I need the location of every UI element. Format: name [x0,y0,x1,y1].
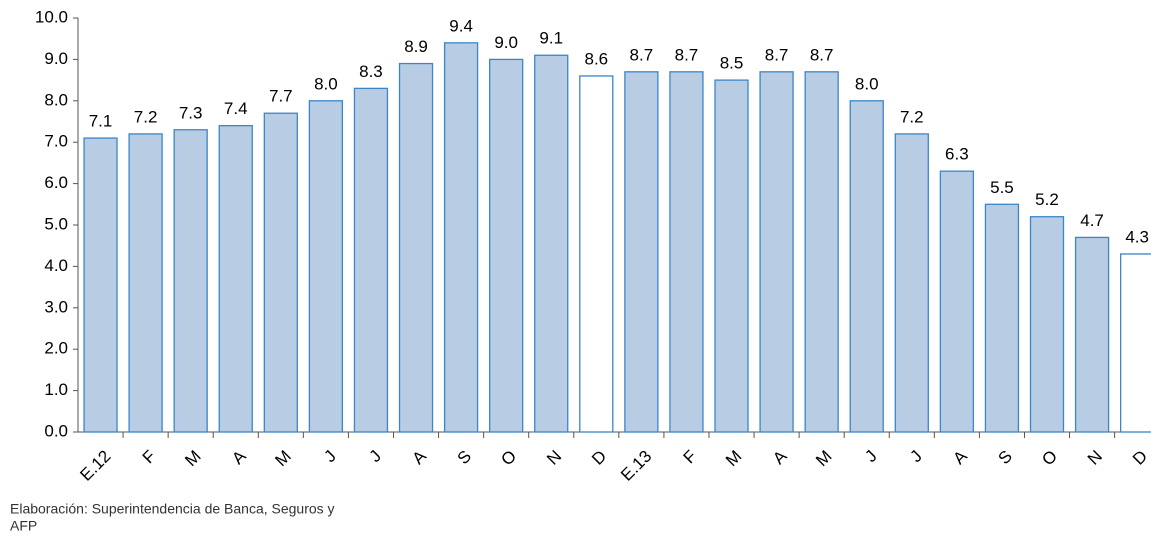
value-label: 4.3 [1125,227,1149,246]
bar [173,129,208,433]
bar [669,71,704,433]
value-label: 7.4 [224,99,248,118]
bar [443,42,479,433]
bar [398,62,434,433]
value-label: 8.6 [584,49,608,68]
value-label: 7.1 [89,112,113,131]
source-text: Elaboración: Superintendencia de Banca, … [10,501,335,517]
y-tick-label: 9.0 [44,49,68,68]
value-label: 7.2 [134,107,158,126]
x-tick-label: J [320,447,339,466]
bar [489,58,524,433]
y-tick-label: 5.0 [44,214,68,233]
x-tick-label: M [181,447,204,470]
bar [83,137,118,433]
y-tick-label: 6.0 [44,173,68,192]
y-tick-label: 10.0 [35,7,68,26]
bar [984,203,1020,433]
value-label: 7.7 [269,87,293,106]
x-tick-label: M [722,447,745,470]
x-tick-label: S [994,447,1015,468]
y-tick-label: 1.0 [44,380,68,399]
value-label: 8.9 [404,37,428,56]
value-label: 5.2 [1035,190,1059,209]
value-label: 9.1 [539,29,563,48]
x-tick-label: M [812,447,835,470]
x-tick-label: F [680,447,701,468]
value-label: 8.0 [855,74,879,93]
source-text: AFP [10,518,37,534]
x-tick-label: D [1129,447,1151,469]
value-label: 9.0 [494,33,518,52]
x-tick-label: D [588,447,610,469]
y-tick-label: 2.0 [44,339,68,358]
bar [128,133,163,433]
x-tick-label: J [861,447,880,466]
bar [263,112,298,433]
value-label: 5.5 [990,178,1014,197]
bar [759,71,794,433]
bar [624,71,659,433]
bar [1029,216,1065,433]
bar [939,170,975,433]
bar [534,54,569,433]
y-tick-label: 3.0 [44,297,68,316]
value-label: 9.4 [449,16,473,35]
bar [714,79,749,433]
x-tick-label: F [139,447,160,468]
bar [1119,253,1151,433]
value-label: 7.2 [900,107,924,126]
value-label: 6.3 [945,145,969,164]
x-tick-label: M [271,447,294,470]
x-tick-label: O [1038,447,1061,470]
x-tick-label: S [454,447,475,468]
x-tick-label: A [228,446,250,468]
bar [1074,236,1110,433]
bar [849,100,884,433]
value-label: 8.3 [359,62,383,81]
y-tick-label: 0.0 [44,421,68,440]
y-tick-label: 7.0 [44,132,68,151]
value-label: 8.7 [675,45,699,64]
x-tick-label: J [366,447,385,466]
bar [353,87,389,433]
x-tick-label: E.13 [617,447,655,485]
value-label: 4.7 [1080,211,1104,230]
bar [579,75,614,433]
y-tick-label: 4.0 [44,256,68,275]
bar [308,100,344,433]
x-tick-label: J [906,447,925,466]
x-tick-label: N [1084,447,1106,469]
value-label: 8.7 [810,45,834,64]
x-tick-label: E.12 [76,447,114,485]
value-label: 8.7 [630,45,654,64]
x-tick-label: N [543,447,565,469]
x-tick-label: A [949,446,971,468]
bar [894,133,929,433]
value-label: 8.7 [765,45,789,64]
value-label: 8.0 [314,74,338,93]
y-tick-label: 8.0 [44,90,68,109]
bar [218,124,253,433]
x-tick-label: O [497,447,520,470]
x-tick-label: A [409,446,431,468]
value-label: 7.3 [179,103,203,122]
value-label: 8.5 [720,54,744,73]
x-tick-label: A [769,446,791,468]
bar [804,71,839,433]
